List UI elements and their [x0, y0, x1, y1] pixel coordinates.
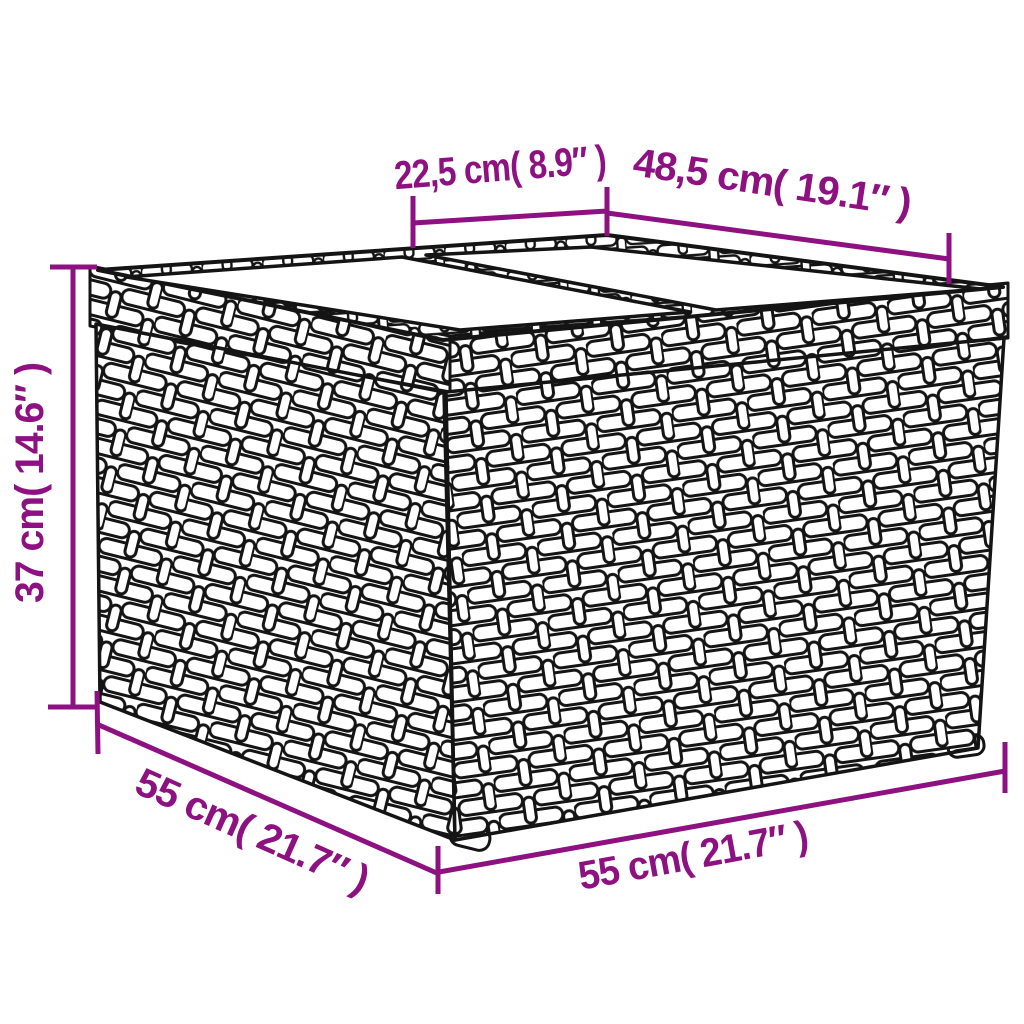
table-front-right-face: [444, 336, 1006, 842]
dimension-line-glass-length: [606, 210, 952, 284]
dimension-line-side-left: [94, 690, 441, 894]
dimension-label-glass-width: 22,5 cm( 8.9″ ): [393, 138, 608, 198]
dimension-label-glass-length: 48,5 cm( 19.1″ ): [630, 141, 913, 226]
dimension-lines: [48, 187, 1008, 894]
glass-panel-left: [124, 255, 692, 332]
dimension-label-height: 37 cm( 14.6″ ): [8, 363, 52, 603]
dimension-line-side-front: [438, 742, 1008, 875]
glass-panel-right: [424, 245, 983, 312]
dimension-line-glass-width: [410, 187, 610, 248]
dimension-line-height: [48, 264, 97, 710]
rattan-table-drawing: [88, 233, 1010, 852]
